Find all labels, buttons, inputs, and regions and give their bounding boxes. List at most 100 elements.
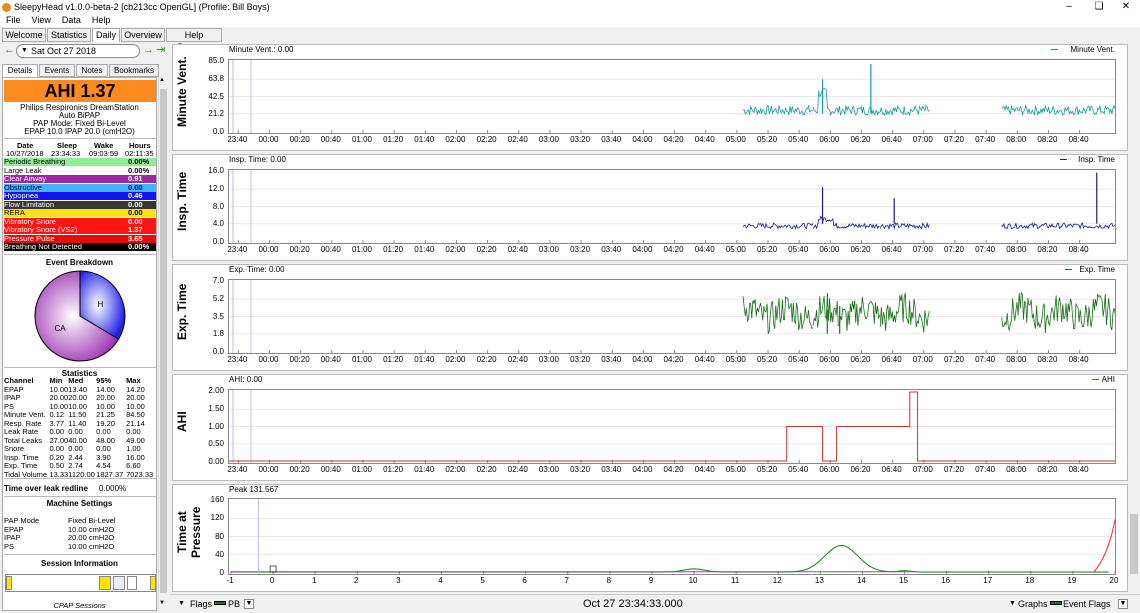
date-picker[interactable]: ▼ Sat Oct 27 2018: [16, 44, 140, 58]
graph-scroll-thumb[interactable]: [1130, 514, 1138, 574]
close-button[interactable]: ✕: [1121, 1, 1131, 12]
scroll-up-icon[interactable]: ▲: [159, 77, 165, 83]
event-value: 0.00: [128, 208, 143, 217]
event-label: RERA: [4, 208, 25, 217]
x-axis-label: 01:00: [351, 355, 372, 364]
tab-overview[interactable]: Overview: [121, 28, 165, 42]
maximize-button[interactable]: ❏: [1094, 1, 1104, 12]
graph-ahi[interactable]: AHI AHI: 0.00 AHI 2.00 1.50 1.00 0.50 0.00 23:40…: [172, 374, 1128, 481]
graph-minute-vent[interactable]: Minute Vent. Minute Vent.: 0.00 Minute Ven…: [172, 44, 1128, 151]
menu-view[interactable]: View: [31, 15, 51, 25]
statistics-cell: 0.00: [68, 444, 83, 453]
detail-tabs: Details Events Notes Bookmarks: [2, 64, 160, 77]
session-block[interactable]: [113, 576, 125, 590]
plot-area[interactable]: [228, 389, 1116, 464]
session-bar[interactable]: [5, 574, 156, 592]
divider: [4, 138, 156, 139]
x-axis-label: 04:00: [632, 245, 653, 254]
graph-scrollbar[interactable]: [1128, 44, 1140, 592]
graphs-dropdown-icon[interactable]: ▼: [1009, 600, 1016, 607]
y-axis-label: 1.50: [208, 403, 224, 413]
statistics-row: IPAP 20.00 20.00 20.00 20.00: [4, 393, 156, 403]
statistics-cell: 84.50: [126, 410, 145, 419]
divider: [4, 478, 156, 479]
event-flags-label[interactable]: Event Flags: [1063, 599, 1111, 609]
x-axis-label: 23:40: [227, 355, 248, 364]
tab-notes[interactable]: Notes: [76, 64, 108, 77]
tab-statistics[interactable]: Statistics: [47, 28, 91, 42]
session-block[interactable]: [127, 576, 137, 590]
flags-label[interactable]: Flags: [190, 599, 213, 609]
x-axis-label: 16: [941, 576, 951, 585]
graph-time-at-pressure[interactable]: Time at Pressure Peak 131.567 160 120 80 40 0-…: [172, 484, 1128, 592]
tab-daily[interactable]: Daily: [92, 28, 120, 42]
event-value: 0.00%: [128, 165, 150, 175]
scroll-down-icon[interactable]: ▼: [159, 600, 165, 606]
details-scrollbar[interactable]: ▲ ▼: [158, 77, 167, 611]
tab-bookmarks[interactable]: Bookmarks: [109, 64, 159, 77]
menu-file[interactable]: File: [6, 15, 21, 25]
graph-insp-time[interactable]: Insp. Time Insp. Time: 0.00 Insp. Time 16.0…: [172, 154, 1128, 261]
event-label: Flow Limitation: [4, 199, 55, 209]
y-axis-label: 3.5: [212, 311, 224, 321]
series-line: [1001, 104, 1115, 117]
statistics-cell: 3.90: [96, 452, 111, 462]
x-axis-label: 02:00: [445, 245, 466, 254]
x-axis-label: 00:00: [258, 465, 279, 474]
machine-setting-cell: 10.00 cmH2O: [68, 524, 115, 534]
graph-exp-time[interactable]: Exp. Time Exp. Time: 0.00 Exp. Time 7.0 5.2 3…: [172, 264, 1128, 371]
x-axis-label: 08:20: [1037, 135, 1058, 144]
event-flags-dropdown-icon[interactable]: ▼: [1118, 599, 1128, 609]
statistics-cell: 10.00: [49, 384, 69, 394]
menu-data[interactable]: Data: [61, 15, 81, 25]
statistics-cell: 21.25: [96, 410, 115, 419]
menu-help[interactable]: Help: [91, 15, 111, 25]
x-axis-label: 05:40: [788, 355, 809, 364]
x-axis-label: 08:40: [1068, 355, 1089, 364]
statistics-cell: 0.00: [68, 427, 83, 436]
tab-welcome[interactable]: Welcome: [2, 28, 46, 42]
scroll-thumb[interactable]: [160, 89, 167, 593]
session-block[interactable]: [6, 576, 12, 590]
statistics-cell: 48.00: [96, 435, 115, 445]
x-axis-label: 01:20: [383, 465, 404, 474]
y-axis-label: 1.00: [208, 421, 224, 431]
statistics-cell: 0.00: [49, 427, 65, 436]
session-block[interactable]: [99, 576, 111, 590]
x-axis-label: 23:40: [227, 465, 248, 474]
event-label: Large Leak: [4, 165, 42, 175]
prev-day-icon[interactable]: ←: [4, 44, 15, 56]
x-axis-label: 06:00: [819, 245, 840, 254]
session-block[interactable]: [150, 576, 156, 590]
x-axis-label: 01:40: [414, 465, 435, 474]
event-value: 3.65: [128, 233, 143, 243]
tab-details[interactable]: Details: [2, 64, 38, 77]
tab-events[interactable]: Events: [39, 64, 75, 77]
plot-area[interactable]: [228, 498, 1116, 575]
last-day-icon[interactable]: ⇥: [156, 44, 166, 56]
bottom-bar: ▼ Flags PB ▼ Oct 27 23:34:33.000 ▼ Graph…: [170, 594, 1140, 613]
machine-setting-row: IPAP 20.00 cmH2O: [4, 533, 116, 543]
pb-dropdown-icon[interactable]: ▼: [244, 599, 254, 609]
x-axis-label: 01:00: [351, 135, 372, 144]
plot-area[interactable]: [228, 279, 1116, 354]
event-index-row: Breathing Not Detected 0.00%: [4, 243, 156, 251]
y-axis-label: 5.2: [212, 293, 224, 303]
x-axis-label: 3: [396, 576, 401, 585]
event-index-row: Periodic Breathing 0.00%: [4, 158, 156, 166]
plot-area[interactable]: [228, 169, 1116, 244]
event-label: Pressure Pulse: [4, 233, 55, 243]
x-axis-label: 00:40: [320, 355, 341, 364]
x-axis-label: 06:40: [881, 245, 902, 254]
tab-help-browser[interactable]: Help Browser: [166, 28, 222, 52]
next-day-icon[interactable]: →: [143, 44, 154, 56]
machine-setting-cell: PS: [4, 541, 15, 551]
series-line: [1001, 291, 1115, 333]
plot-area[interactable]: [228, 59, 1116, 134]
flags-dropdown-icon[interactable]: ▼: [178, 600, 185, 607]
machine-setting-cell: Fixed Bi-Level: [68, 516, 116, 525]
graphs-label[interactable]: Graphs: [1018, 599, 1048, 609]
x-axis-label: 03:40: [601, 465, 622, 474]
minimize-button[interactable]: –: [1066, 1, 1072, 12]
y-axis-label: 80: [215, 531, 224, 541]
